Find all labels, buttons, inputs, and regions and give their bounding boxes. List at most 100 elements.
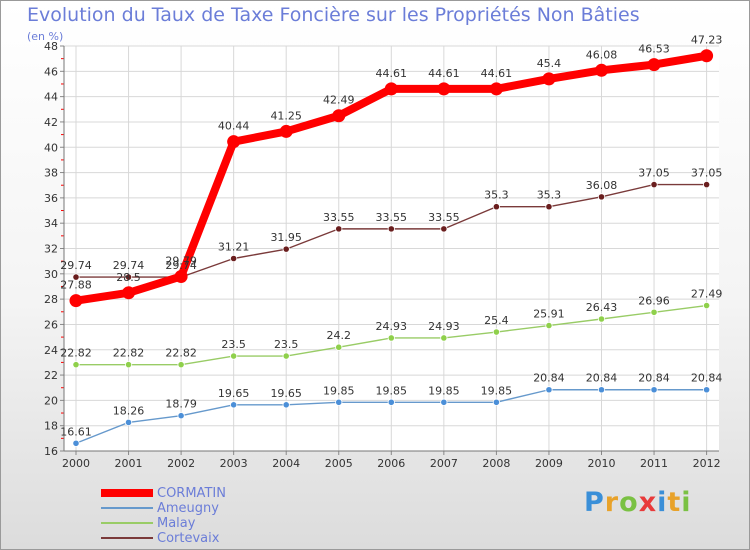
y-axis-unit-label: (en %) <box>27 30 64 43</box>
brand-letter: t <box>667 487 682 518</box>
data-label-malay: 22.82 <box>165 347 197 360</box>
data-label-cormatin: 44.61 <box>376 67 408 80</box>
data-point-cortevaix <box>545 203 553 211</box>
chart-legend: CORMATIN Ameugny Malay Cortevaix <box>101 486 321 546</box>
data-point-ameugny <box>702 386 711 394</box>
data-label-ameugny: 20.84 <box>691 372 723 385</box>
data-point-cortevaix <box>597 193 606 201</box>
x-tick-label: 2004 <box>272 457 300 470</box>
data-point-cormatin <box>647 58 661 72</box>
data-point-ameugny <box>124 418 133 426</box>
data-label-cormatin: 47.23 <box>691 34 723 47</box>
brand-logo: Proxiti <box>584 487 692 518</box>
data-label-cormatin: 42.49 <box>323 94 355 107</box>
data-point-ameugny <box>440 398 448 406</box>
data-point-cortevaix <box>282 245 290 253</box>
data-point-ameugny <box>650 386 658 394</box>
brand-letter: i <box>681 487 692 518</box>
x-tick-label: 2005 <box>325 457 353 470</box>
y-tick-label: 24 <box>44 344 58 357</box>
data-label-ameugny: 19.65 <box>270 387 302 400</box>
legend-label: Ameugny <box>157 501 219 516</box>
data-point-cortevaix <box>335 225 343 233</box>
x-tick-label: 2001 <box>115 457 143 470</box>
data-point-malay <box>177 361 185 369</box>
data-point-malay <box>440 334 448 342</box>
data-label-malay: 25.91 <box>533 308 565 321</box>
data-point-ameugny <box>492 398 500 406</box>
data-label-malay: 24.93 <box>376 320 408 333</box>
data-point-cormatin <box>595 63 608 77</box>
data-label-ameugny: 19.85 <box>428 384 460 397</box>
data-label-cormatin: 28.5 <box>116 271 141 284</box>
y-tick-label: 22 <box>44 369 58 382</box>
chart-title: Evolution du Taux de Taxe Foncière sur l… <box>27 4 640 26</box>
data-label-cormatin: 27.88 <box>60 279 92 292</box>
x-tick-label: 2011 <box>640 457 668 470</box>
legend-item-malay: Malay <box>101 516 321 531</box>
data-label-cortevaix: 31.21 <box>218 240 250 253</box>
y-tick-label: 20 <box>44 394 58 407</box>
data-point-malay <box>492 328 500 336</box>
data-point-ameugny <box>387 398 395 406</box>
data-point-malay <box>702 301 711 310</box>
data-point-cormatin <box>489 82 503 96</box>
data-point-ameugny <box>597 386 606 394</box>
y-tick-label: 40 <box>44 141 58 154</box>
data-label-cortevaix: 35.3 <box>537 189 562 202</box>
data-label-cortevaix: 36.08 <box>586 179 618 192</box>
data-label-ameugny: 18.79 <box>165 398 197 411</box>
data-point-cormatin <box>437 82 451 96</box>
data-point-cormatin <box>700 49 714 63</box>
data-label-malay: 23.5 <box>274 338 299 351</box>
data-point-malay <box>282 352 290 360</box>
data-label-cormatin: 44.61 <box>428 67 460 80</box>
data-label-cortevaix: 29.74 <box>60 259 92 272</box>
data-label-malay: 22.82 <box>60 347 92 360</box>
data-label-cortevaix: 37.05 <box>691 167 723 180</box>
data-point-ameugny <box>72 439 80 447</box>
x-tick-label: 2009 <box>535 457 563 470</box>
data-point-malay <box>124 361 133 369</box>
y-tick-label: 46 <box>44 65 58 78</box>
data-label-malay: 24.2 <box>327 329 352 342</box>
data-point-malay <box>230 352 238 360</box>
data-point-cormatin <box>279 124 293 138</box>
data-label-malay: 23.5 <box>221 338 246 351</box>
data-point-cortevaix <box>702 180 711 189</box>
y-tick-label: 48 <box>44 40 58 53</box>
data-label-malay: 26.96 <box>638 294 670 307</box>
data-label-cortevaix: 29.74 <box>113 259 145 272</box>
data-point-ameugny <box>545 386 553 394</box>
data-label-ameugny: 19.85 <box>323 384 355 397</box>
data-point-cormatin <box>332 109 346 123</box>
data-label-cormatin: 46.53 <box>638 43 670 56</box>
data-label-cortevaix: 33.55 <box>428 211 460 224</box>
x-tick-label: 2000 <box>62 457 90 470</box>
y-tick-label: 26 <box>44 318 58 331</box>
data-point-cormatin <box>122 286 136 300</box>
legend-label: Cortevaix <box>157 531 220 546</box>
data-label-ameugny: 19.85 <box>481 384 513 397</box>
data-label-malay: 25.4 <box>484 314 509 327</box>
legend-item-cormatin: CORMATIN <box>101 486 321 501</box>
data-point-ameugny <box>230 401 238 409</box>
data-point-cortevaix <box>492 203 500 211</box>
data-label-cormatin: 40.44 <box>218 120 250 133</box>
legend-swatch <box>101 489 153 497</box>
data-label-malay: 22.82 <box>113 347 145 360</box>
y-tick-label: 38 <box>44 167 58 180</box>
brand-letter: r <box>604 487 620 518</box>
data-label-malay: 27.49 <box>691 288 723 301</box>
data-label-cortevaix: 37.05 <box>638 167 670 180</box>
data-label-cortevaix: 29.74 <box>165 259 197 272</box>
data-label-malay: 26.43 <box>586 301 618 314</box>
data-point-cormatin <box>69 294 83 308</box>
data-label-ameugny: 20.84 <box>586 372 618 385</box>
data-point-ameugny <box>282 401 290 409</box>
y-tick-label: 42 <box>44 116 58 129</box>
data-point-cortevaix <box>440 225 448 233</box>
x-tick-label: 2010 <box>588 457 616 470</box>
y-tick-label: 36 <box>44 192 58 205</box>
